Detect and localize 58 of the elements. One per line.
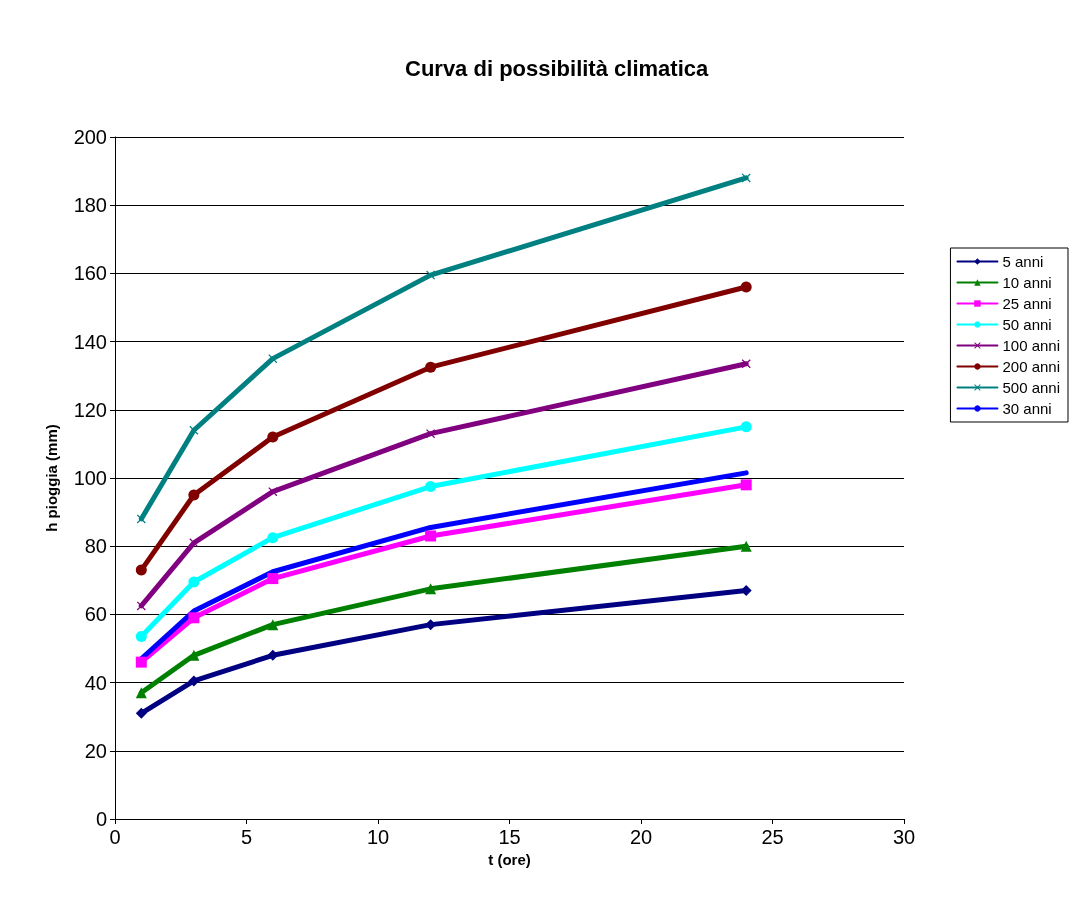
point	[189, 538, 199, 548]
chart-title: Curva di possibilità climatica	[405, 55, 709, 81]
point	[267, 532, 279, 544]
point	[425, 530, 437, 542]
legend-label: 5 anni	[1002, 253, 1044, 270]
point	[268, 487, 278, 497]
point	[188, 675, 200, 687]
point	[267, 573, 279, 585]
legend-label: 50 anni	[1002, 316, 1052, 333]
y-tick-label: 100	[73, 467, 107, 489]
point	[425, 361, 437, 373]
point	[425, 583, 437, 595]
point	[188, 576, 200, 588]
y-tick-label: 40	[84, 671, 107, 694]
legend-label: 10 anni	[1002, 274, 1052, 291]
point	[135, 631, 147, 643]
point	[267, 619, 279, 631]
point	[740, 421, 752, 433]
point	[740, 540, 752, 552]
legend-label: 25 anni	[1002, 295, 1052, 312]
point	[136, 514, 146, 524]
x-tick-label: 30	[892, 826, 916, 848]
x-tick-label: 25	[761, 826, 784, 848]
y-axis-title: h pioggia (mm)	[43, 424, 60, 532]
y-tick-label: 120	[73, 398, 107, 421]
point	[268, 354, 278, 364]
point	[135, 564, 147, 576]
point	[425, 481, 437, 493]
legend-label: 500 anni	[1002, 379, 1061, 396]
point	[135, 656, 147, 668]
legend-label: 100 anni	[1002, 337, 1061, 354]
y-tick-label: 60	[84, 603, 107, 626]
x-tick-label: 5	[240, 826, 253, 848]
point	[135, 707, 147, 719]
y-tick-label: 160	[73, 262, 107, 285]
point	[135, 687, 147, 699]
y-tick-label: 180	[73, 194, 107, 217]
x-tick-label: 20	[629, 826, 653, 848]
y-tick-label: 140	[73, 330, 107, 353]
y-tick-label: 0	[95, 808, 107, 830]
point	[740, 281, 752, 293]
point	[136, 601, 146, 611]
x-axis-title: t (ore)	[488, 850, 531, 868]
point	[188, 489, 200, 501]
legend-label: 30 anni	[1002, 400, 1052, 417]
x-tick-label: 10	[366, 826, 390, 848]
point	[189, 425, 199, 435]
point	[741, 173, 751, 183]
y-tick-label: 200	[73, 126, 107, 148]
y-tick-label: 80	[84, 535, 107, 558]
x-tick-label: 15	[498, 826, 521, 848]
point	[188, 612, 200, 624]
x-tick-label: 0	[109, 826, 121, 848]
point	[267, 431, 279, 443]
point	[740, 479, 752, 491]
y-tick-label: 20	[84, 739, 107, 762]
point	[426, 270, 436, 280]
legend-label: 200 anni	[1002, 358, 1061, 375]
